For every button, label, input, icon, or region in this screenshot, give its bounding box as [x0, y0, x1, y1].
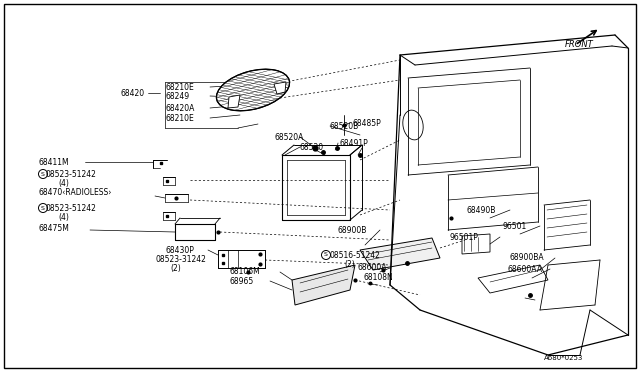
Text: S: S — [41, 171, 45, 176]
Text: 68470‹RADIOLESS›: 68470‹RADIOLESS› — [38, 187, 111, 196]
Text: 68106M: 68106M — [230, 267, 260, 276]
Text: 68430P: 68430P — [165, 246, 194, 254]
Text: 68600A: 68600A — [358, 263, 387, 272]
Polygon shape — [228, 95, 240, 108]
Text: 68210E: 68210E — [166, 83, 195, 92]
Text: FRONT: FRONT — [565, 39, 594, 48]
Text: 68491P: 68491P — [340, 138, 369, 148]
Text: 68520: 68520 — [300, 142, 324, 151]
Text: 68420A: 68420A — [166, 103, 195, 112]
Text: 68520B: 68520B — [330, 122, 359, 131]
Text: 96501: 96501 — [503, 221, 527, 231]
Text: (4): (4) — [58, 212, 69, 221]
Text: 68490B: 68490B — [467, 205, 497, 215]
Text: 96501P: 96501P — [450, 232, 479, 241]
Text: 68900B: 68900B — [338, 225, 367, 234]
Text: 68520A: 68520A — [275, 132, 305, 141]
Text: 68965: 68965 — [230, 276, 254, 285]
Text: 68249: 68249 — [166, 92, 190, 100]
Polygon shape — [360, 238, 440, 270]
Text: 68600AA: 68600AA — [508, 264, 543, 273]
Text: A680*0253: A680*0253 — [544, 355, 584, 361]
Text: 68108N: 68108N — [364, 273, 394, 282]
Text: S: S — [324, 253, 328, 257]
Ellipse shape — [216, 69, 289, 111]
Text: 68411M: 68411M — [38, 157, 68, 167]
Polygon shape — [292, 265, 355, 305]
Text: S: S — [41, 205, 45, 211]
Text: (4): (4) — [58, 179, 69, 187]
Text: 68420: 68420 — [120, 89, 144, 97]
Text: (2): (2) — [170, 264, 180, 273]
Text: 08516-51242: 08516-51242 — [330, 250, 381, 260]
Text: 68210E: 68210E — [166, 113, 195, 122]
Text: 08523-51242: 08523-51242 — [45, 203, 96, 212]
Polygon shape — [274, 82, 286, 94]
Text: 68485P: 68485P — [353, 119, 381, 128]
Text: 08523-31242: 08523-31242 — [155, 256, 206, 264]
Text: 68475M: 68475M — [38, 224, 69, 232]
Text: 68900BA: 68900BA — [510, 253, 545, 263]
Text: 08523-51242: 08523-51242 — [45, 170, 96, 179]
Text: (2): (2) — [344, 260, 355, 269]
